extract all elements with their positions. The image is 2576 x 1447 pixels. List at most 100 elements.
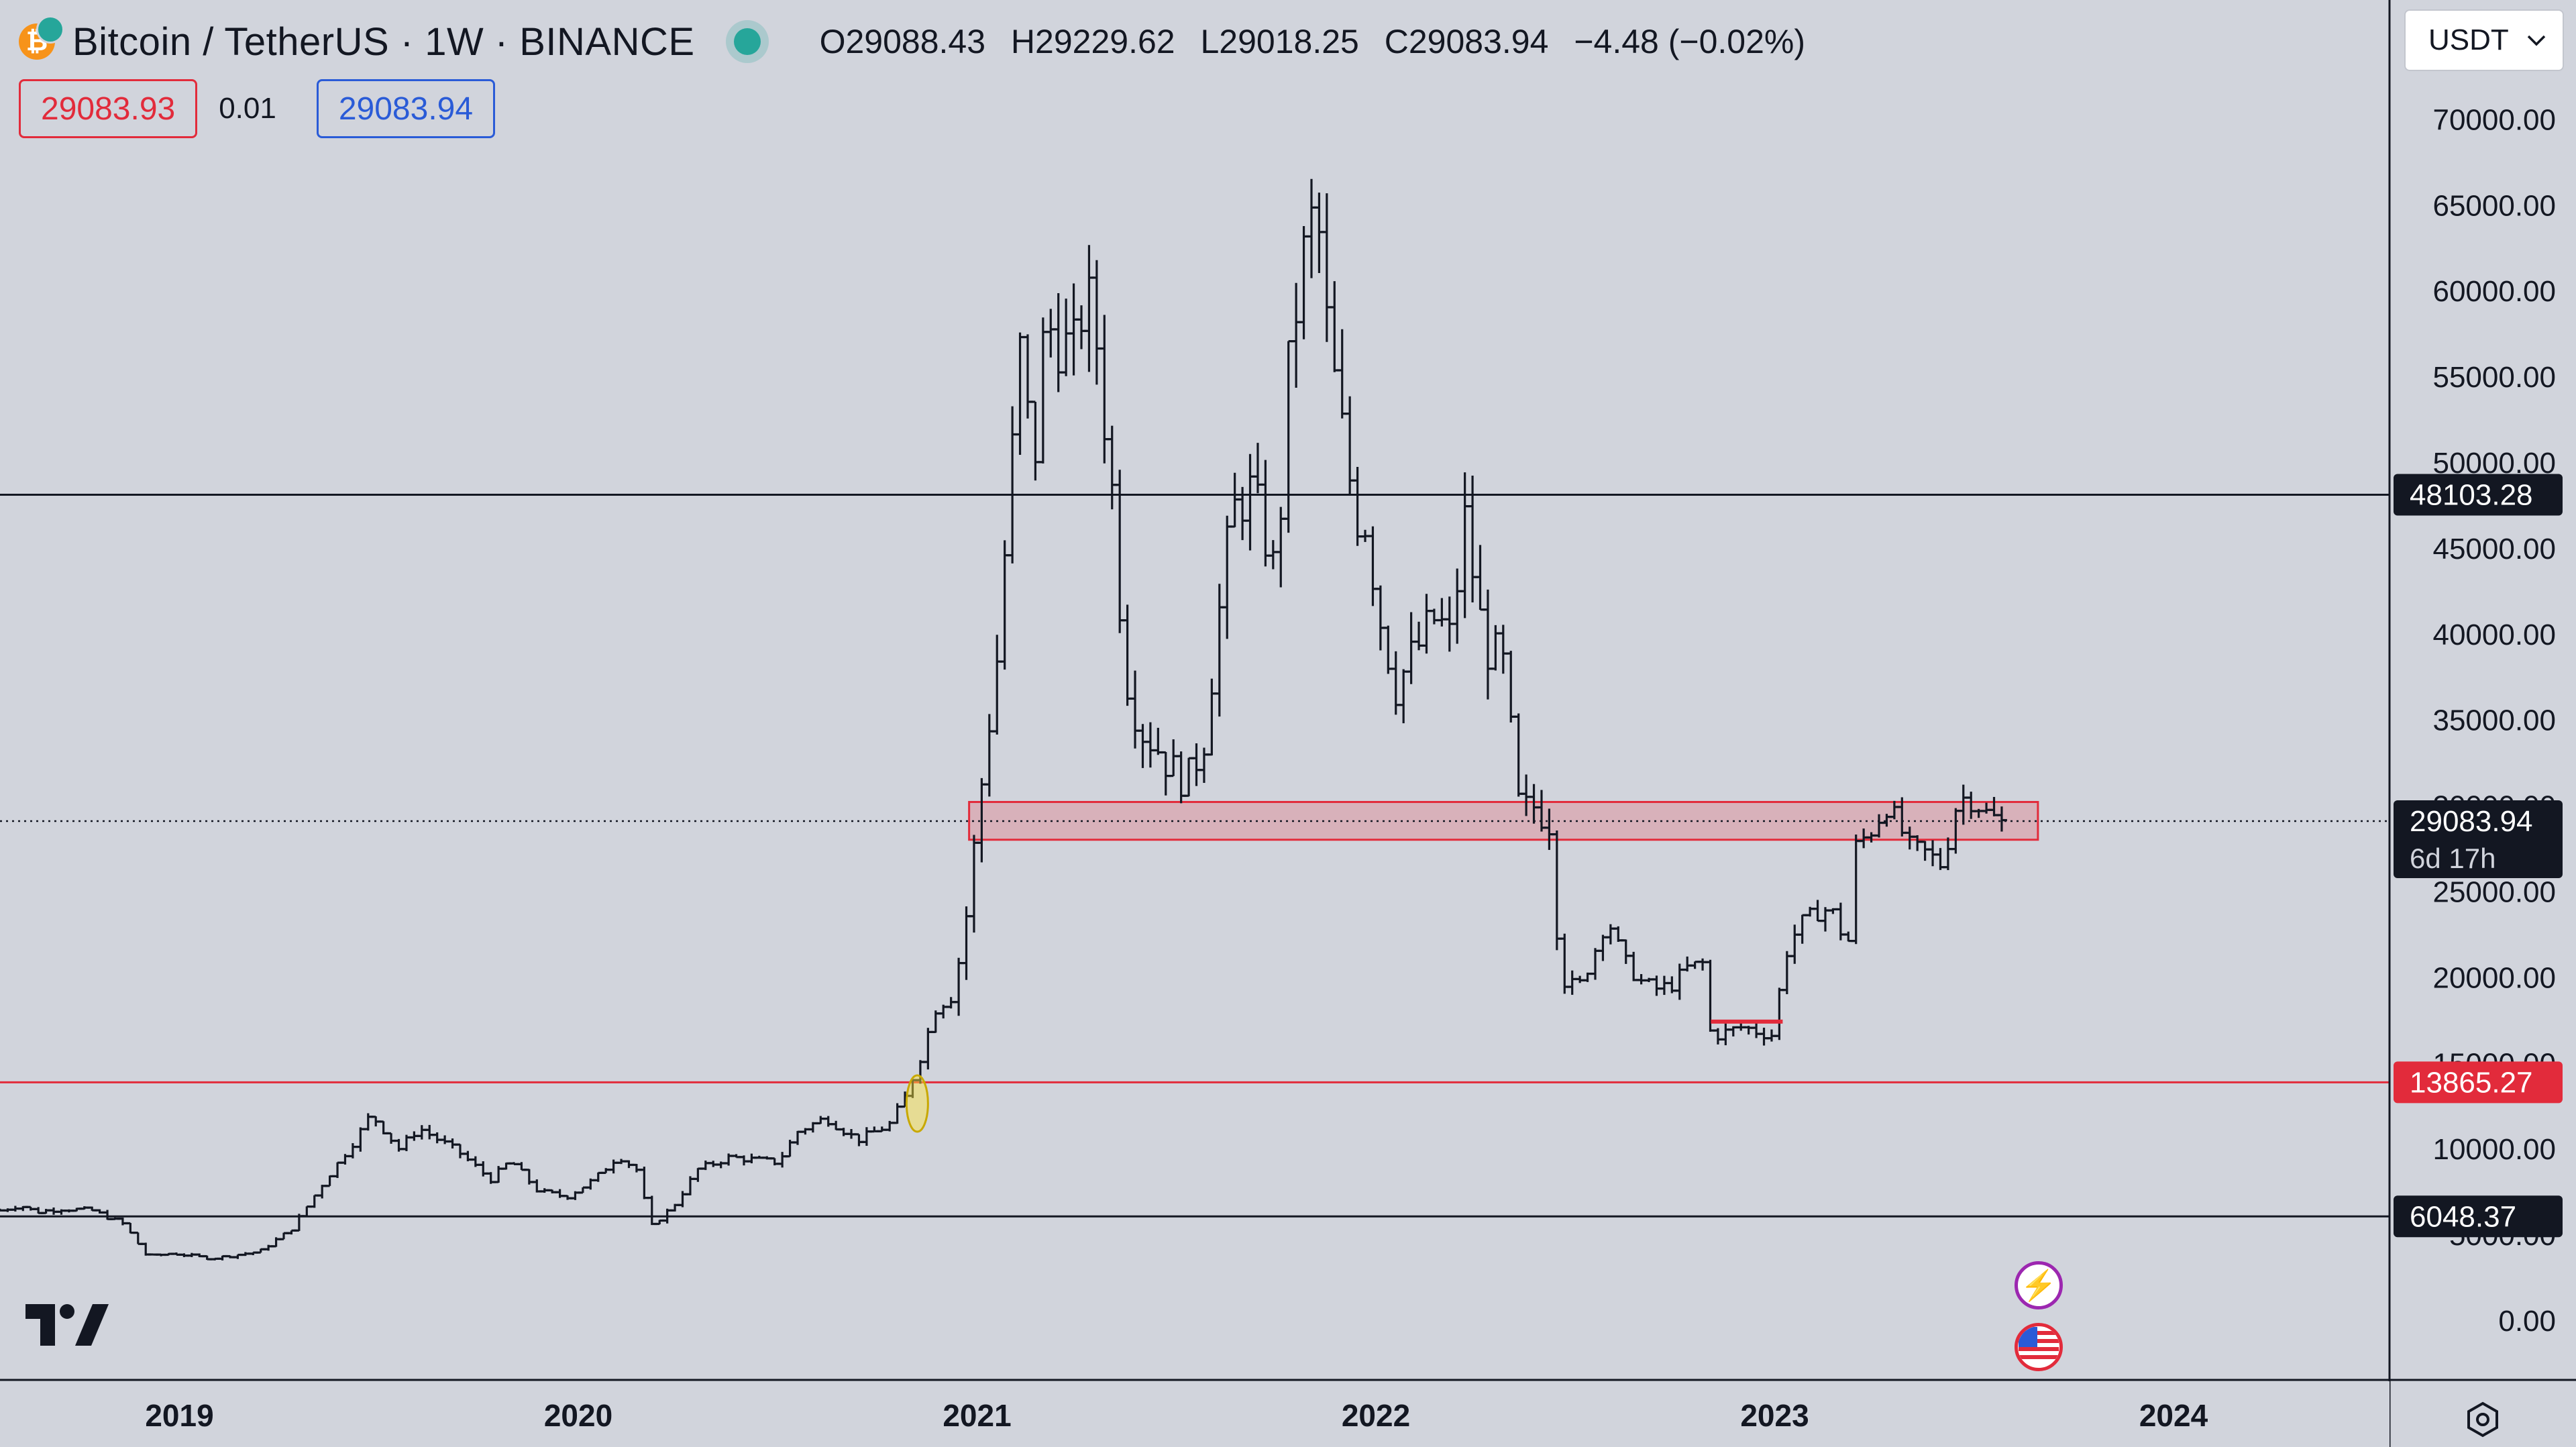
ohlc-bar [968, 835, 979, 933]
ohlc-bar [1566, 970, 1578, 995]
ohlc-bar [1099, 315, 1110, 464]
ohlc-bar [1789, 924, 1801, 964]
ohlc-bar [355, 1127, 366, 1152]
ohlc-bar [639, 1167, 650, 1199]
ohlc-bar [447, 1138, 458, 1149]
ohlc-bar [1352, 466, 1363, 546]
ohlc-bar [1267, 540, 1279, 570]
chart-header: ₿ Bitcoin / TetherUS · 1W · BINANCE O290… [19, 12, 1821, 71]
currency-select[interactable]: USDT [2404, 9, 2564, 71]
ohlc-bar [1298, 225, 1309, 339]
ohlc-bar [1053, 293, 1064, 392]
ohlc-bar [1421, 594, 1432, 654]
high-value: H29229.62 [1010, 23, 1175, 60]
ohlc-bar [1076, 305, 1087, 350]
change-value: −4.48 (−0.02%) [1574, 23, 1805, 60]
tether-icon [36, 15, 64, 44]
ohlc-bar [777, 1152, 788, 1168]
ohlc-bar [1283, 339, 1294, 533]
ohlc-bar [1551, 830, 1562, 951]
ohlc-bar [416, 1125, 427, 1140]
ohlc-bar [1321, 193, 1332, 342]
x-tick-label: 2024 [2139, 1398, 2208, 1433]
ohlc-bar [1183, 757, 1195, 797]
trade-buttons: 29083.93 0.01 29083.94 [19, 79, 496, 138]
ohlc-bar [1774, 987, 1785, 1040]
ohlc-bar [1260, 460, 1271, 567]
ohlc-bar [1620, 939, 1631, 964]
breakout-highlight [905, 1074, 929, 1133]
ohlc-bar [1405, 612, 1417, 684]
ohlc-bar [1045, 309, 1057, 358]
ohlc-bar [439, 1135, 451, 1144]
ohlc-bar [424, 1124, 435, 1140]
ohlc-bar [1513, 713, 1524, 797]
ohlc-bar [991, 635, 1003, 735]
chevron-down-icon [2527, 35, 2546, 46]
ohlc-bar [1682, 956, 1693, 972]
y-tick-label: 55000.00 [2432, 361, 2556, 394]
ohlc-bar [1850, 835, 1862, 945]
buy-button[interactable]: 29083.94 [316, 79, 496, 138]
ohlc-bar [1305, 178, 1317, 278]
ohlc-bar [132, 1231, 144, 1245]
ohlc-bar [1651, 975, 1662, 996]
price-label-support: 6048.37 [2410, 1200, 2516, 1233]
tradingview-logo[interactable] [25, 1304, 109, 1346]
ohlc-bar [1244, 453, 1256, 551]
ohlc-bar [1658, 975, 1670, 996]
ohlc-bar [815, 1116, 826, 1125]
us-flag-icon[interactable] [2015, 1323, 2063, 1371]
ohlc-bar [1996, 806, 2007, 832]
ohlc-bar [1505, 651, 1517, 723]
x-tick-label: 2021 [943, 1398, 1011, 1433]
symbol-title[interactable]: Bitcoin / TetherUS · 1W · BINANCE [72, 19, 695, 64]
currency-value: USDT [2428, 23, 2509, 56]
ohlc-bar [1022, 334, 1033, 419]
ohlc-bar [1919, 841, 1931, 861]
ohlc-bar [953, 957, 965, 1016]
y-tick-label: 10000.00 [2432, 1133, 2556, 1166]
settings-gear-icon[interactable] [2464, 1401, 2502, 1438]
ohlc-bar [1106, 425, 1118, 510]
ohlc-bar [1781, 951, 1792, 994]
x-tick-label: 2020 [544, 1398, 612, 1433]
ohlc-bar [1168, 739, 1179, 778]
ohlc-bar [1375, 585, 1386, 651]
ohlc-bar [386, 1132, 397, 1144]
market-status-icon[interactable] [733, 28, 761, 55]
ohlc-bar [1383, 625, 1394, 674]
ohlc-bar [1398, 669, 1409, 724]
countdown-label: 6d 17h [2410, 843, 2496, 874]
ohlc-bar [1191, 743, 1202, 786]
lightning-icon[interactable]: ⚡ [2015, 1261, 2063, 1309]
ohlc-bar [347, 1143, 358, 1159]
ohlc-bar [853, 1133, 865, 1146]
open-value: O29088.43 [819, 23, 986, 60]
ohlc-bar [1597, 934, 1609, 961]
ohlc-bar [1490, 625, 1501, 671]
ohlc-legend: O29088.43 H29229.62 L29018.25 C29083.94 … [820, 22, 1821, 61]
bitcoin-icon: ₿ [19, 15, 64, 60]
spread-value: 0.01 [219, 92, 276, 125]
ohlc-bar [1014, 332, 1026, 455]
ohlc-bar [983, 714, 995, 797]
ohlc-bar [1605, 924, 1616, 945]
ohlc-bar [1061, 299, 1072, 376]
ohlc-bar [1198, 747, 1210, 784]
ohlc-bar [1428, 608, 1440, 625]
price-label-bg-current-price [2394, 800, 2563, 879]
ohlc-bar [1497, 625, 1509, 674]
time-axis-bg [0, 1381, 2390, 1447]
ohlc-bar [1720, 1023, 1731, 1046]
ohlc-bar [1367, 526, 1379, 606]
price-label-breakout: 13865.27 [2410, 1066, 2533, 1099]
sell-button[interactable]: 29083.93 [19, 79, 198, 138]
ohlc-bar [1122, 604, 1133, 706]
ohlc-bar [631, 1163, 642, 1173]
ohlc-bar [700, 1160, 711, 1171]
price-label-bg-breakout [2394, 1061, 2563, 1104]
x-tick-label: 2023 [1740, 1398, 1809, 1433]
ohlc-bar [1712, 1028, 1723, 1044]
